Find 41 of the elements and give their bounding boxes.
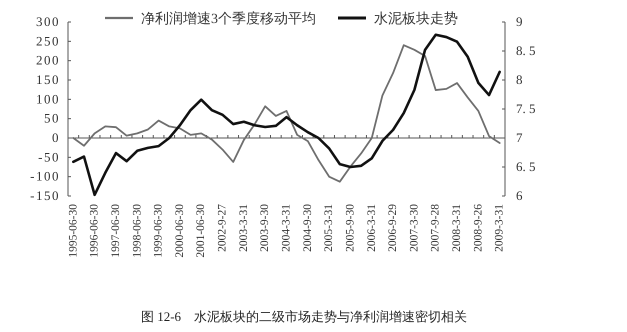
x-tick-label: 2006-3-31: [366, 204, 378, 252]
y2-tick-label: 8: [516, 72, 522, 87]
x-tick-label: 2006-9-29: [387, 204, 400, 252]
y-tick-label: -100: [30, 168, 60, 184]
x-tick-label: 2004-9-30: [302, 204, 314, 252]
y2-tick-label: 6: [516, 188, 523, 203]
y-tick-label: 200: [36, 52, 60, 68]
text: 图 12-6 水泥板块的二级市场走势与净利润增速密切相关: [140, 309, 468, 324]
y-tick-label: 100: [36, 91, 60, 106]
x-tick-label: 2004-3-31: [280, 204, 292, 252]
x-tick-label: 2001-06-30: [195, 204, 208, 258]
x-tick-label: 2008-9-26: [472, 204, 484, 252]
y-tick-label: 50: [44, 110, 60, 126]
x-tick-label: 2007-3-30: [408, 204, 420, 252]
y-tick-label: 0: [52, 130, 60, 145]
y-tick-label: 300: [36, 14, 60, 29]
x-tick-label: 1998-06-30: [131, 204, 144, 258]
y2-tick-label: 7. 5: [516, 101, 536, 116]
x-tick-label: 2005-3-31: [323, 204, 336, 252]
y2-tick-label: 9: [516, 14, 522, 29]
x-tick-label: 2009-3-31: [494, 204, 506, 252]
x-tick-label: 2003-9-30: [259, 204, 272, 252]
y-tick-label: 250: [36, 33, 60, 48]
x-tick-label: 2003-3-31: [238, 204, 250, 252]
x-tick-label: 2002-9-27: [216, 204, 229, 252]
y-tick-label: -50: [38, 149, 60, 164]
y2-tick-label: 7: [516, 130, 523, 145]
y-tick-label: -150: [30, 188, 60, 203]
x-tick-label: 1996-06-30: [88, 204, 101, 258]
legend-label: 水泥板块走势: [374, 11, 458, 27]
x-tick-label: 2005-9-30: [344, 204, 356, 252]
legend-label: 净利润增速3个季度移动平均: [141, 11, 316, 27]
x-tick-label: 2000-06-30: [174, 204, 186, 258]
x-tick-label: 1995-06-30: [67, 204, 80, 258]
y-tick-label: 150: [36, 72, 60, 87]
x-tick-label: 2007-9-28: [430, 204, 442, 252]
x-tick-label: 2008-3-31: [451, 204, 464, 252]
y2-tick-label: 8. 5: [516, 43, 536, 58]
x-tick-label: 1999-06-30: [152, 204, 165, 258]
x-tick-label: 1997-06-30: [110, 204, 122, 258]
y2-tick-label: 6. 5: [516, 159, 536, 174]
